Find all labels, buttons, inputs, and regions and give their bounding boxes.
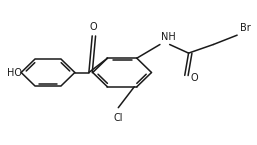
Text: O: O <box>90 22 97 32</box>
Text: NH: NH <box>161 32 176 42</box>
Text: Br: Br <box>240 23 250 33</box>
Text: Cl: Cl <box>114 113 123 123</box>
Text: O: O <box>190 73 198 83</box>
Text: HO: HO <box>7 68 22 77</box>
